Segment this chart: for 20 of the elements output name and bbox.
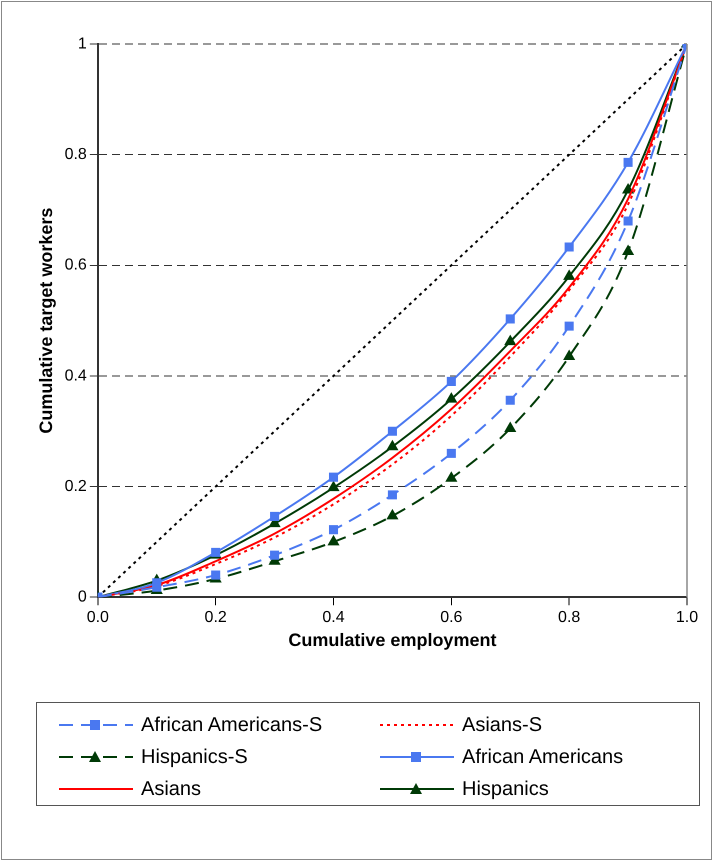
- legend-label: Asians-S: [462, 714, 542, 736]
- x-tick-label: 0.0: [86, 609, 110, 626]
- x-tick-label: 0.4: [322, 609, 345, 626]
- x-tick-label: 0.6: [440, 609, 463, 626]
- x-axis-title: Cumulative employment: [288, 630, 496, 650]
- legend-label: Hispanics-S: [141, 746, 248, 768]
- x-tick-label: 0.8: [558, 609, 580, 626]
- y-tick-label: 0: [78, 588, 87, 606]
- y-axis-title: Cumulative target workers: [36, 208, 56, 434]
- y-tick-label: 1: [78, 35, 87, 52]
- legend-label: Hispanics: [462, 778, 549, 800]
- y-tick-label: 0.6: [64, 256, 87, 274]
- y-tick-label: 0.8: [64, 146, 87, 164]
- legend-label: Asians: [141, 778, 202, 800]
- legend-label: African Americans-S: [141, 714, 322, 736]
- legend-label: African Americans: [462, 746, 624, 768]
- y-tick-label: 0.4: [64, 367, 87, 384]
- x-tick-label: 0.2: [204, 609, 227, 626]
- x-tick-label: 1.0: [676, 609, 698, 626]
- y-tick-label: 0.2: [64, 478, 87, 495]
